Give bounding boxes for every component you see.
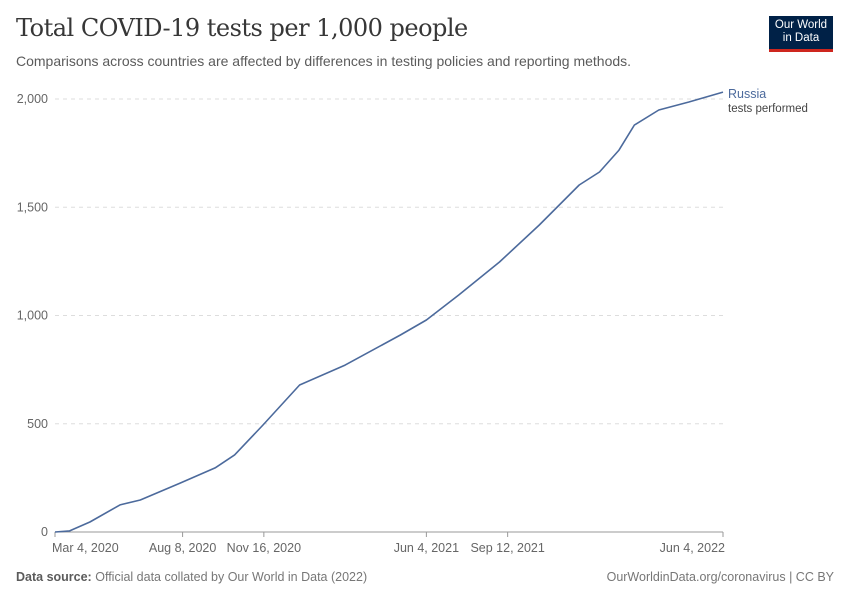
series-line-russia [54,91,724,533]
source-label: Data source: [16,570,92,584]
source-text: Official data collated by Our World in D… [95,570,368,584]
y-tick-label: 500 [27,417,48,431]
y-tick-label: 2,000 [17,92,48,106]
data-source: Data source: Official data collated by O… [16,570,367,584]
source-url-link[interactable]: OurWorldinData.org/coronavirus | CC BY [606,570,834,584]
x-tick-label: Jun 4, 2022 [660,541,725,555]
x-tick-label: Aug 8, 2020 [149,541,216,555]
x-tick-label: Mar 4, 2020 [52,541,119,555]
y-tick-label: 1,000 [17,309,48,323]
x-tick-label: Sep 12, 2021 [470,541,544,555]
chart-title: Total COVID-19 tests per 1,000 people [16,14,468,42]
y-tick-label: 0 [41,525,48,539]
series-label: Russia [728,87,766,101]
x-tick-label: Jun 4, 2021 [394,541,459,555]
x-tick-label: Nov 16, 2020 [227,541,301,555]
chart-subtitle: Comparisons across countries are affecte… [16,53,632,69]
series-sublabel: tests performed [728,103,808,115]
y-tick-label: 1,500 [17,200,48,214]
owid-logo[interactable]: Our World in Data [769,16,833,52]
